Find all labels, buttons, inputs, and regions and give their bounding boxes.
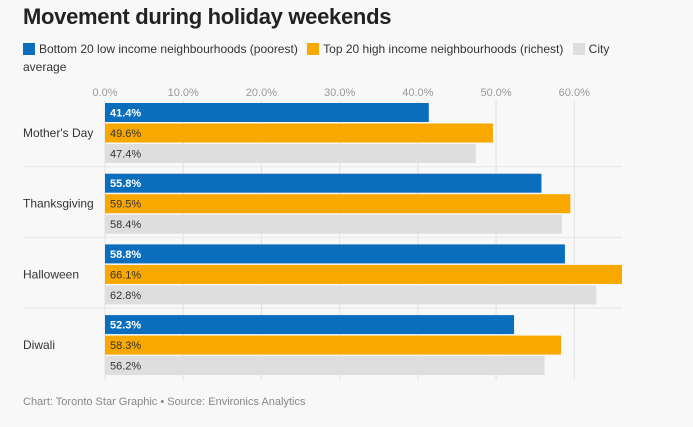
bar-value-label: 62.8% xyxy=(110,290,141,302)
bar-value-label: 59.5% xyxy=(110,199,141,211)
legend-label-city-average: City average xyxy=(23,42,610,74)
bar-value-label: 47.4% xyxy=(110,149,141,161)
chart-footer: Chart: Toronto Star Graphic • Source: En… xyxy=(23,396,306,408)
bar xyxy=(105,214,562,234)
x-tick-label: 50.0% xyxy=(480,87,511,99)
bar xyxy=(105,315,515,335)
category-label: Mother's Day xyxy=(23,126,93,140)
legend-swatch-city-average xyxy=(572,43,585,55)
legend-swatch-poorest xyxy=(23,43,35,55)
bar-value-label: 49.6% xyxy=(110,128,141,140)
bar xyxy=(105,144,476,163)
chart-title: Movement during holiday weekends xyxy=(23,4,392,29)
bar-value-label: 41.4% xyxy=(110,108,141,120)
x-tick-label: 20.0% xyxy=(246,87,277,99)
bar xyxy=(105,173,542,193)
category-label: Diwali xyxy=(23,338,55,352)
category-label: Halloween xyxy=(23,267,79,281)
bar-value-label: 52.3% xyxy=(110,320,141,332)
legend-item-city-average: City average xyxy=(23,42,609,74)
bar-value-label: 58.3% xyxy=(110,340,141,352)
legend-label-poorest: Bottom 20 low income neighbourhoods (poo… xyxy=(39,42,298,56)
bar-value-label: 66.1% xyxy=(110,269,141,281)
bar-value-label: 58.8% xyxy=(110,249,141,261)
x-tick-label: 40.0% xyxy=(402,87,433,99)
x-tick-label: 0.0% xyxy=(92,87,117,99)
legend-item-richest: Top 20 high income neighbourhoods (riche… xyxy=(301,42,563,56)
bar xyxy=(105,335,561,355)
bar xyxy=(105,244,565,264)
x-tick-label: 30.0% xyxy=(324,87,355,99)
bar xyxy=(105,285,597,305)
legend-item-poorest: Bottom 20 low income neighbourhoods (poo… xyxy=(23,42,298,56)
category-label: Thanksgiving xyxy=(23,197,94,211)
bar-value-label: 58.4% xyxy=(110,219,141,231)
x-tick-label: 60.0% xyxy=(559,87,590,99)
bar-value-label: 56.2% xyxy=(110,361,141,373)
x-tick-label: 10.0% xyxy=(168,87,199,99)
legend: Bottom 20 low income neighbourhoods (poo… xyxy=(23,40,643,76)
bar xyxy=(105,264,622,284)
bar xyxy=(105,123,493,143)
legend-label-richest: Top 20 high income neighbourhoods (riche… xyxy=(323,42,564,56)
bar xyxy=(105,103,429,122)
bar-value-label: 55.8% xyxy=(110,178,141,190)
bar xyxy=(105,194,571,214)
bar xyxy=(105,356,545,376)
legend-swatch-richest xyxy=(307,43,320,55)
